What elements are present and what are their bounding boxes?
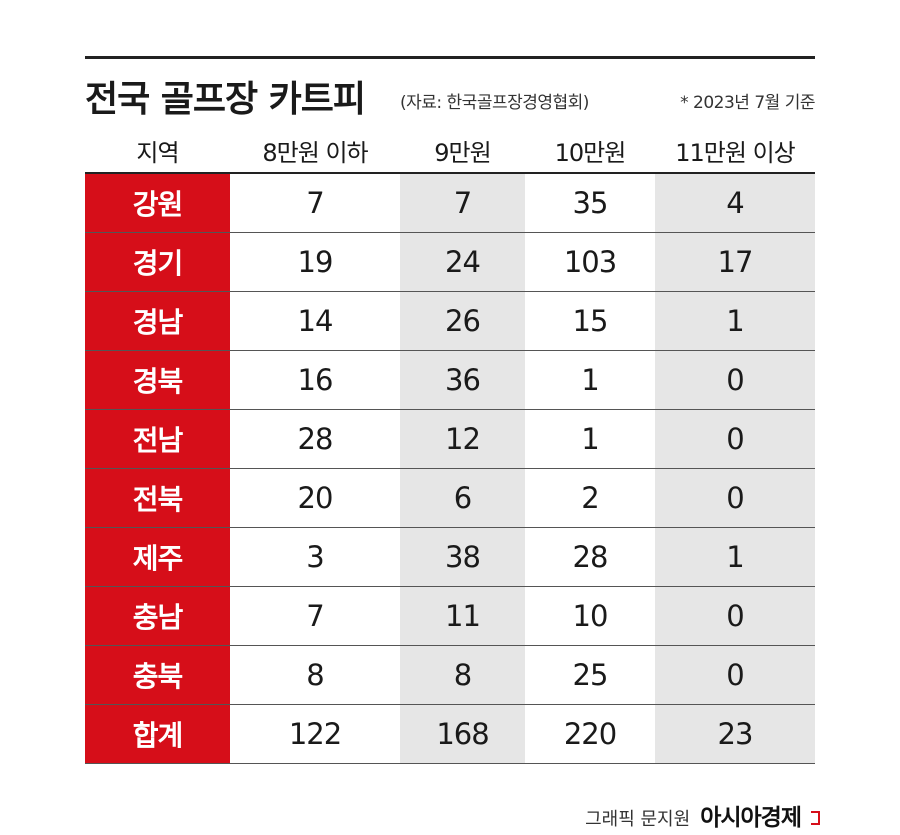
value-cell: 3 [306, 540, 324, 574]
table-row: 충북 8 8 25 0 [85, 646, 815, 705]
value-cell: 7 [306, 186, 324, 220]
table-row: 경북 16 36 1 0 [85, 351, 815, 410]
value-cell: 10 [572, 599, 609, 633]
chart-title: 전국 골프장 카트피 [85, 79, 366, 120]
column-header: 9만원 [434, 138, 491, 167]
brand-logo: 아시아경제 [700, 805, 802, 831]
value-cell: 0 [655, 410, 815, 468]
value-cell: 6 [400, 469, 525, 527]
value-cell: 0 [655, 587, 815, 645]
value-cell: 28 [572, 540, 609, 574]
region-label: 전북 [85, 469, 230, 527]
region-label: 경남 [85, 292, 230, 350]
value-cell: 26 [400, 292, 525, 350]
value-cell: 35 [572, 186, 609, 220]
value-cell: 19 [297, 245, 334, 279]
value-cell: 14 [297, 304, 334, 338]
value-cell: 122 [288, 717, 342, 751]
region-label: 제주 [85, 528, 230, 586]
table-body: 강원 7 7 35 4 경기 19 24 103 17 경남 14 26 15 1 경북 16 36 1 0 전남 28 1… [85, 174, 815, 764]
column-header: 8만원 이하 [262, 138, 368, 167]
value-cell: 20 [297, 481, 334, 515]
graphic-credit: 그래픽 문지원 [585, 809, 691, 830]
value-cell: 1 [655, 528, 815, 586]
table-row: 강원 7 7 35 4 [85, 174, 815, 233]
value-cell: 24 [400, 233, 525, 291]
value-cell: 168 [400, 705, 525, 763]
value-cell: 2 [581, 481, 599, 515]
basis-note: * 2023년 7월 기준 [680, 93, 815, 113]
source-note: (자료: 한국골프장경영협회) [400, 93, 589, 113]
table-row: 경기 19 24 103 17 [85, 233, 815, 292]
value-cell: 16 [297, 363, 334, 397]
column-header: 11만원 이상 [675, 138, 796, 167]
table-row: 전북 20 6 2 0 [85, 469, 815, 528]
value-cell: 8 [400, 646, 525, 704]
region-label: 강원 [85, 174, 230, 232]
region-label: 경북 [85, 351, 230, 409]
value-cell: 17 [655, 233, 815, 291]
region-label: 충북 [85, 646, 230, 704]
value-cell: 36 [400, 351, 525, 409]
value-cell: 15 [572, 304, 609, 338]
value-cell: 25 [572, 658, 609, 692]
top-rule [85, 56, 815, 59]
value-cell: 38 [400, 528, 525, 586]
value-cell: 1 [581, 422, 599, 456]
value-cell: 103 [563, 245, 617, 279]
value-cell: 220 [563, 717, 617, 751]
value-cell: 8 [306, 658, 324, 692]
value-cell: 7 [306, 599, 324, 633]
region-label: 충남 [85, 587, 230, 645]
table-header-row: 지역 8만원 이하 9만원 10만원 11만원 이상 [85, 128, 815, 174]
value-cell: 12 [400, 410, 525, 468]
brand-mark-icon [811, 811, 820, 825]
column-header: 10만원 [554, 138, 627, 167]
value-cell: 11 [400, 587, 525, 645]
value-cell: 1 [581, 363, 599, 397]
table-row: 전남 28 12 1 0 [85, 410, 815, 469]
table-row: 합계 122 168 220 23 [85, 705, 815, 764]
value-cell: 23 [655, 705, 815, 763]
cart-fee-table: 지역 8만원 이하 9만원 10만원 11만원 이상 강원 7 7 35 4 경기 19 24… [85, 128, 815, 764]
value-cell: 7 [400, 174, 525, 232]
value-cell: 4 [655, 174, 815, 232]
footer-credit: 그래픽 문지원 아시아경제 [585, 798, 820, 832]
table-row: 충남 7 11 10 0 [85, 587, 815, 646]
value-cell: 1 [655, 292, 815, 350]
value-cell: 0 [655, 351, 815, 409]
column-header: 지역 [136, 138, 179, 167]
value-cell: 0 [655, 469, 815, 527]
table-row: 제주 3 38 28 1 [85, 528, 815, 587]
region-label: 경기 [85, 233, 230, 291]
region-label: 합계 [85, 705, 230, 763]
value-cell: 28 [297, 422, 334, 456]
value-cell: 0 [655, 646, 815, 704]
table-row: 경남 14 26 15 1 [85, 292, 815, 351]
region-label: 전남 [85, 410, 230, 468]
